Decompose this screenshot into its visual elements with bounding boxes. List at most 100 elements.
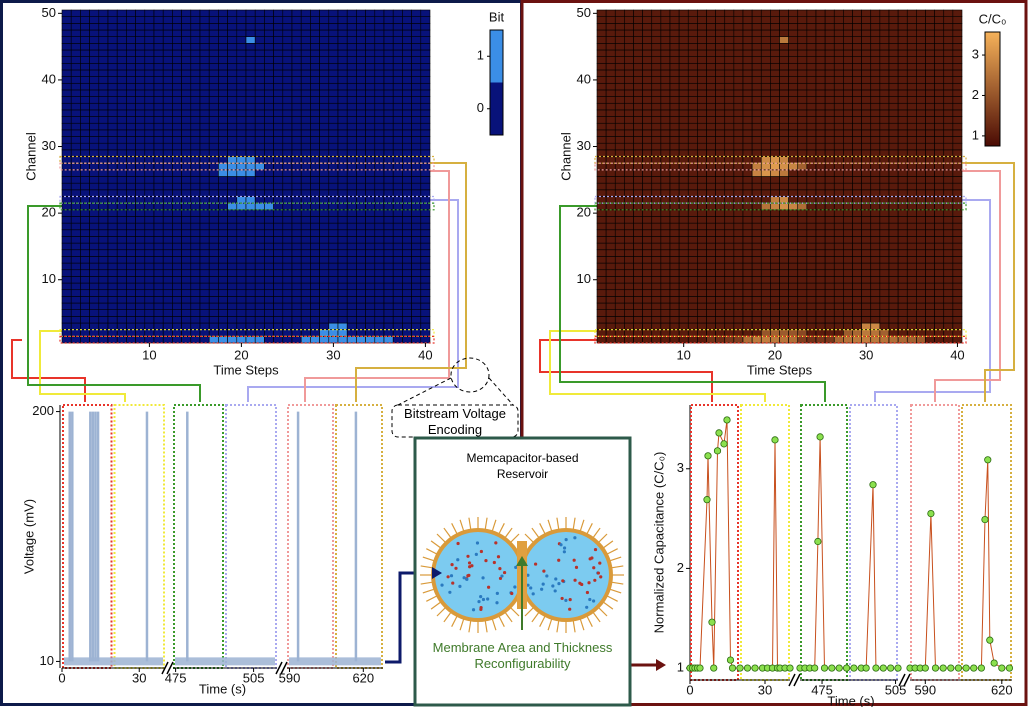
heatmap-cell (806, 262, 817, 271)
heatmap-cell (392, 276, 403, 284)
heatmap-cell (852, 289, 862, 297)
heatmap-cell (374, 56, 385, 64)
heatmap-cell (596, 129, 607, 137)
lipid-tail (598, 533, 608, 543)
heatmap-cell (614, 309, 625, 317)
heatmap-cell (420, 122, 431, 131)
heatmap-cell (797, 256, 808, 264)
heatmap-cell (107, 209, 118, 217)
heatmap-cell (402, 276, 412, 284)
heatmap-cell (870, 296, 881, 304)
heatmap-cell (181, 269, 192, 277)
heatmap-cell (596, 156, 607, 164)
heatmap-cell (227, 156, 238, 164)
ion (545, 574, 549, 578)
heatmap-cell (852, 9, 862, 17)
heatmap-cell (751, 276, 762, 284)
heatmap-cell (687, 69, 698, 77)
heatmap-cell (760, 122, 771, 131)
heatmap-cell (356, 189, 366, 197)
heatmap-cell (365, 209, 376, 217)
heatmap-cell (614, 42, 625, 51)
heatmap-cell (116, 256, 127, 264)
heatmap-cell (733, 76, 744, 84)
heatmap-cell (751, 182, 762, 191)
heatmap-cell (733, 36, 744, 44)
heatmap-cell (779, 62, 789, 71)
heatmap-cell (824, 189, 835, 197)
heatmap-cell (669, 109, 680, 117)
heatmap-cell (697, 23, 707, 31)
heatmap-cell (135, 76, 146, 84)
heatmap-cell (300, 29, 311, 37)
row-highlight (594, 195, 967, 204)
heatmap-cell (392, 109, 403, 117)
heatmap-cell (264, 156, 274, 164)
heatmap-cell (346, 89, 357, 97)
heatmap-cell (906, 89, 917, 97)
heatmap-cell (337, 169, 348, 177)
heatmap-cell (715, 249, 726, 257)
heatmap-cell (392, 29, 403, 37)
heatmap-cell (337, 322, 348, 330)
heatmap-cell (624, 229, 634, 237)
heatmap-cell (227, 116, 238, 124)
heatmap-cell (660, 136, 671, 144)
heatmap-cell (282, 309, 293, 317)
heatmap-cell (116, 262, 127, 271)
heatmap-cell (669, 222, 680, 231)
callout-line (395, 377, 452, 407)
heatmap-cell (61, 169, 72, 177)
heatmap-cell (943, 209, 954, 217)
heatmap-cell (870, 136, 881, 144)
heatmap-cell (144, 23, 155, 31)
heatmap-cell (824, 142, 835, 151)
heatmap-cell (356, 149, 366, 157)
heatmap (61, 9, 431, 344)
x-tick-label: 590 (914, 682, 936, 697)
heatmap-cell (633, 209, 643, 217)
heatmap-cell (833, 156, 844, 164)
heatmap-cell (80, 169, 90, 177)
heatmap-cell (227, 129, 238, 137)
heatmap-cell (751, 242, 762, 251)
heatmap-cell (328, 162, 339, 171)
heatmap-cell (943, 9, 954, 17)
heatmap-cell (624, 109, 634, 117)
heatmap-cell (861, 29, 872, 37)
heatmap-cell (162, 122, 173, 131)
heatmap-cell (190, 322, 201, 330)
heatmap-cell (614, 296, 625, 304)
heatmap-cell (254, 309, 265, 317)
heatmap-cell (724, 249, 735, 257)
heatmap-cell (218, 62, 228, 71)
heatmap-cell (356, 322, 366, 330)
heatmap-cell (870, 262, 881, 271)
heatmap-cell (61, 256, 72, 264)
heatmap-cell (300, 336, 311, 344)
heatmap-cell (346, 196, 357, 204)
heatmap-cell (852, 182, 862, 191)
heatmap-cell (633, 149, 643, 157)
heatmap-cell (888, 329, 899, 337)
heatmap-cell (356, 229, 366, 237)
heatmap-cell (61, 202, 72, 211)
heatmap-cell (715, 222, 726, 231)
heatmap-cell (633, 189, 643, 197)
heatmap-cell (282, 36, 293, 44)
heatmap-cell (660, 269, 671, 277)
point (751, 664, 759, 672)
x-tick-label: 40 (418, 347, 432, 362)
heatmap-cell (181, 96, 192, 104)
heatmap-cell (706, 189, 716, 197)
ion (564, 538, 568, 542)
heatmap-cell (605, 229, 616, 237)
heatmap-cell (300, 122, 311, 131)
heatmap-cell (116, 49, 127, 57)
heatmap-cell (678, 322, 689, 330)
heatmap-cell (925, 89, 935, 97)
lipid-tail (491, 519, 497, 532)
heatmap-cell (402, 69, 412, 77)
heatmap-cell (678, 229, 689, 237)
heatmap-cell (162, 149, 173, 157)
